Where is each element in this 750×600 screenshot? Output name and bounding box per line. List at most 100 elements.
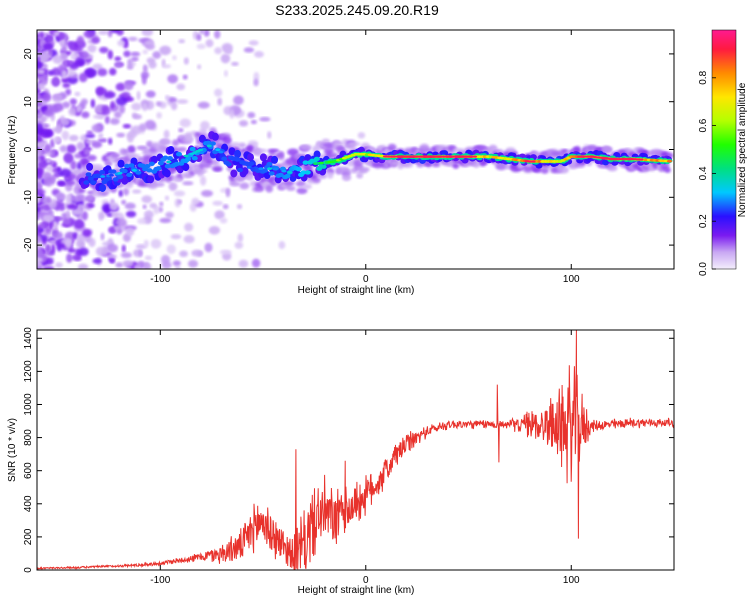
spectrogram-noise-blob xyxy=(92,258,102,264)
spectrogram-y-tick-label: -20 xyxy=(23,237,34,252)
spectrogram-noise-blob xyxy=(91,124,102,133)
spectrogram-noise-blob xyxy=(59,33,66,39)
spectrogram-noise-blob xyxy=(59,168,72,177)
spectrogram-noise-blob xyxy=(106,243,119,253)
spectrogram-noise-blob xyxy=(82,228,92,237)
spectrogram-noise-blob xyxy=(168,97,178,103)
spectrogram-noise-blob xyxy=(196,33,202,41)
spectrogram-halo xyxy=(267,148,280,154)
spectrogram-halo xyxy=(78,188,86,194)
spectrogram-noise-blob xyxy=(107,254,118,259)
spectrogram-ridge-body xyxy=(313,150,321,159)
snr-y-tick-label: 200 xyxy=(23,528,34,545)
spectrogram-noise-blob xyxy=(118,104,126,114)
spectrogram-halo xyxy=(602,146,613,153)
spectrogram-ridge-core xyxy=(197,148,204,152)
spectrogram-noise-blob xyxy=(66,144,77,154)
spectrogram-noise-blob xyxy=(184,222,194,232)
spectrogram-ridge-band xyxy=(209,141,216,146)
spectrogram-halo xyxy=(73,168,86,175)
spectrogram-noise-blob xyxy=(39,234,48,242)
spectrogram-noise-blob xyxy=(220,53,231,64)
spectrogram-noise-blob xyxy=(65,88,72,96)
spectrogram-noise-blob xyxy=(48,49,53,56)
spectrogram-ridge-core xyxy=(666,159,673,163)
spectrogram-halo xyxy=(557,166,569,174)
spectrogram-noise-blob xyxy=(55,192,66,201)
spectrogram-noise-blob xyxy=(87,44,97,53)
spectrogram-noise-blob xyxy=(204,242,213,253)
spectrogram-halo xyxy=(284,180,295,186)
spectrogram-noise-blob xyxy=(118,189,124,198)
spectrogram-ridge-band xyxy=(225,162,232,167)
spectrogram-noise-blob xyxy=(37,109,40,114)
spectrogram-ridge-band xyxy=(162,155,169,160)
spectrogram-noise-blob xyxy=(43,123,50,128)
spectrogram-ridge-band xyxy=(144,163,151,169)
spectrogram-halo xyxy=(532,167,543,173)
spectrogram-ridge-core xyxy=(131,169,137,172)
spectrogram-noise-blob xyxy=(65,194,73,204)
spectrogram-noise-blob xyxy=(137,218,147,225)
spectrogram-noise-blob xyxy=(71,254,82,261)
snr-x-axis: -100 0 100 xyxy=(150,330,580,586)
spectrogram-ridge xyxy=(71,127,674,203)
spectrogram-ridge-body xyxy=(99,183,107,192)
spectrogram-ridge-core xyxy=(218,150,224,154)
spectrogram-noise-blob xyxy=(124,202,136,210)
chart-title: S233.2025.245.09.20.R19 xyxy=(275,2,439,18)
spectrogram-y-label: Frequency (Hz) xyxy=(7,116,18,185)
snr-x-tick-label: 100 xyxy=(563,575,580,586)
spectrogram-halo xyxy=(255,148,268,153)
spectrogram-halo xyxy=(110,152,121,158)
spectrogram-noise-blob xyxy=(183,57,189,65)
spectrogram-noise-blob xyxy=(125,227,135,237)
spectrogram-noise-blob xyxy=(138,249,143,257)
spectrogram-halo xyxy=(419,143,430,151)
spectrogram-ridge-band xyxy=(304,170,311,175)
spectrogram-noise-blob xyxy=(37,235,42,245)
spectrogram-noise-blob xyxy=(247,112,256,119)
spectrogram-noise-blob xyxy=(115,82,126,92)
snr-series-line xyxy=(37,330,674,570)
snr-y-tick-label: 0 xyxy=(23,567,34,573)
spectrogram-noise-blob xyxy=(39,204,51,211)
spectrogram-noise-blob xyxy=(114,56,122,62)
spectrogram-ridge-body xyxy=(163,169,171,178)
spectrogram-noise-blob xyxy=(174,265,181,269)
spectrogram-halo xyxy=(312,177,321,183)
spectrogram-ridge-core xyxy=(272,167,278,171)
spectrogram-noise-blob xyxy=(126,132,134,143)
spectrogram-noise-blob xyxy=(109,118,120,125)
spectrogram-noise-blob xyxy=(214,210,225,220)
spectrogram-noise-blob xyxy=(61,69,68,79)
spectrogram-noise-blob xyxy=(110,100,115,109)
spectrogram-noise-blob xyxy=(39,223,46,229)
spectrogram-noise-blob xyxy=(107,49,114,60)
spectrogram-ridge-band xyxy=(284,173,291,179)
spectrogram-noise-blob xyxy=(163,129,170,139)
spectrogram-ridge-band xyxy=(135,170,142,175)
spectrogram-noise-blob xyxy=(86,130,94,135)
spectrogram-halo xyxy=(131,189,142,194)
spectrogram-noise-blob xyxy=(37,156,41,163)
spectrogram-noise-blob xyxy=(178,128,184,133)
spectrogram-noise-blob xyxy=(170,234,182,240)
spectrogram-ridge-band xyxy=(99,170,106,175)
spectrogram-noise-blob xyxy=(53,136,62,144)
spectrogram-noise-blob xyxy=(179,118,191,128)
spectrogram-noise-blob xyxy=(222,204,229,210)
spectrogram-noise-blob xyxy=(91,141,103,149)
spectrogram-ridge-core xyxy=(249,167,255,170)
spectrogram-noise-blob xyxy=(91,36,101,44)
spectrogram-noise-blob xyxy=(142,64,148,73)
spectrogram-noise-blob xyxy=(114,225,121,230)
spectrogram-noise-blob xyxy=(67,248,77,253)
colorbar-gradient xyxy=(712,30,736,269)
spectrogram-halo xyxy=(286,185,296,191)
spectrogram-noise-blob xyxy=(243,47,255,53)
spectrogram-noise-blob xyxy=(40,53,48,63)
spectrogram-noise-blob xyxy=(114,62,123,68)
spectrogram-noise-blob xyxy=(167,74,179,84)
spectrogram-ridge-body xyxy=(271,155,279,164)
